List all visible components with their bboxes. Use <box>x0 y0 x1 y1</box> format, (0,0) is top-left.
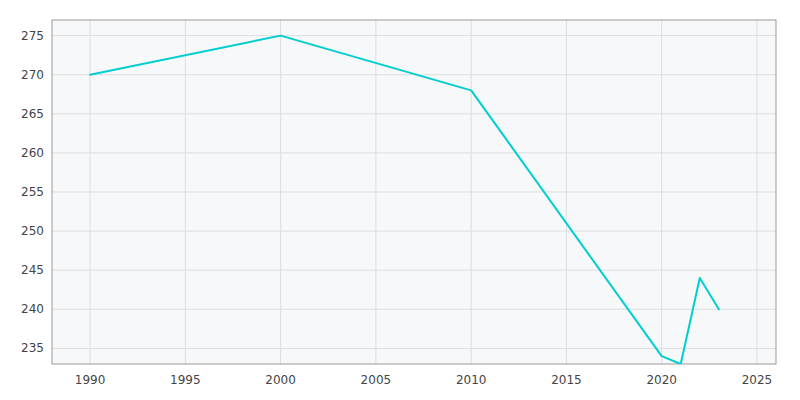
series-group <box>90 36 719 364</box>
x-tick-label: 1995 <box>170 373 201 387</box>
x-tick-label: 2005 <box>361 373 392 387</box>
x-tick-label: 2010 <box>456 373 487 387</box>
x-tick-label: 2015 <box>551 373 582 387</box>
y-grid-line <box>52 113 776 114</box>
chart-container: 1990 1995 2000 2005 2010 2015 2020 2025 235 240 24… <box>0 0 800 400</box>
y-grid-line <box>52 192 776 193</box>
x-tick-label: 2000 <box>265 373 296 387</box>
y-tick-label: 265 <box>21 107 44 121</box>
y-grid-line <box>52 35 776 36</box>
y-tick-label: 250 <box>21 224 44 238</box>
y-tick-label: 255 <box>21 185 44 199</box>
y-grid-line <box>52 348 776 349</box>
y-tick-label: 260 <box>21 146 44 160</box>
plot-background <box>52 20 776 364</box>
y-grid-line <box>52 152 776 153</box>
page: {"chart_data": {"type": "line", "x": [19… <box>0 0 800 400</box>
y-tick-label: 270 <box>21 68 44 82</box>
plot-frame <box>52 20 776 364</box>
line <box>90 36 719 364</box>
y-tick-label: 275 <box>21 29 44 43</box>
grid <box>52 20 776 364</box>
y-tick-label: 235 <box>21 341 44 355</box>
x-tick-label: 2020 <box>646 373 677 387</box>
x-tick-label: 2025 <box>742 373 773 387</box>
y-tick-label: 245 <box>21 263 44 277</box>
y-grid-line <box>52 309 776 310</box>
y-grid-line <box>52 270 776 271</box>
y-tick-label: 240 <box>21 302 44 316</box>
y-grid-line <box>52 231 776 232</box>
axes: 1990 1995 2000 2005 2010 2015 2020 2025 235 240 24… <box>21 29 772 387</box>
chart: 1990 1995 2000 2005 2010 2015 2020 2025 235 240 24… <box>0 0 800 400</box>
x-tick-label: 1990 <box>75 373 106 387</box>
